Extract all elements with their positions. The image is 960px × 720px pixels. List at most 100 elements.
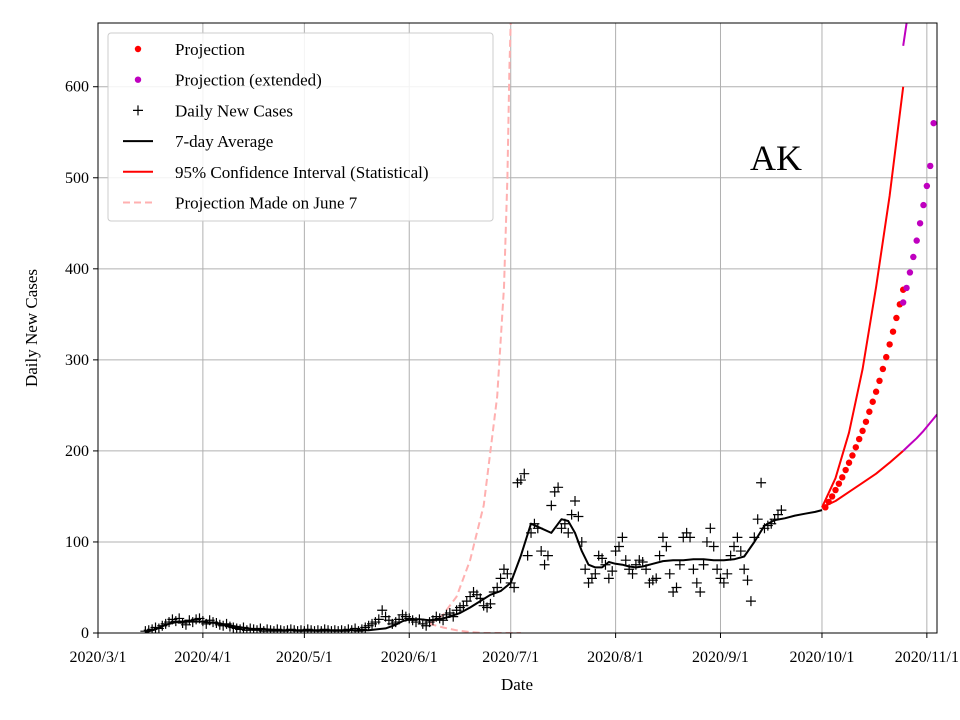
- projection-dot: [852, 444, 860, 451]
- daily-case-marker: [657, 532, 668, 543]
- projection-extended-dot: [913, 237, 920, 244]
- y-tick-label: 300: [65, 352, 89, 369]
- plot-area: [140, 23, 937, 633]
- daily-case-marker: [539, 559, 550, 570]
- projection-dot: [879, 365, 887, 373]
- projection-dot: [828, 493, 836, 500]
- daily-case-marker: [654, 550, 665, 561]
- daily-case-marker: [701, 536, 712, 547]
- daily-case-marker: [718, 577, 729, 588]
- projection-dot: [822, 504, 829, 511]
- x-tick-label: 2020/8/1: [587, 649, 644, 666]
- y-axis-label: Daily New Cases: [22, 269, 41, 387]
- daily-case-marker: [515, 475, 526, 486]
- x-tick-label: 2020/10/1: [790, 649, 855, 666]
- plot-frame: [97, 22, 938, 634]
- daily-case-marker: [377, 605, 388, 616]
- projection-dot: [869, 398, 876, 405]
- daily-case-marker: [613, 541, 624, 552]
- legend-marker-projection_ext: [134, 76, 142, 83]
- daily-case-marker: [637, 556, 648, 567]
- projection-dot: [886, 341, 893, 348]
- x-tick-label: 2020/7/1: [482, 649, 539, 666]
- daily-case-marker: [756, 477, 767, 488]
- y-tick-label: 100: [65, 534, 89, 551]
- daily-case-marker: [485, 598, 496, 609]
- legend-marker-projection: [134, 45, 142, 53]
- daily-case-marker: [495, 573, 506, 584]
- projection-dot: [859, 427, 866, 435]
- daily-case-marker: [492, 582, 503, 593]
- x-tick-label: 2020/6/1: [381, 649, 438, 666]
- projection-dot: [889, 328, 897, 335]
- daily-case-marker: [729, 541, 740, 552]
- projection-extended-dot: [920, 201, 927, 209]
- ci-lower-line: [821, 450, 904, 509]
- y-tick-label: 0: [81, 625, 89, 642]
- daily-case-marker: [691, 577, 702, 588]
- x-tick-label: 2020/5/1: [276, 649, 333, 666]
- state-annotation: AK: [750, 138, 802, 178]
- daily-case-marker: [674, 559, 685, 570]
- projection-dot: [835, 480, 843, 487]
- daily-case-marker: [573, 511, 584, 522]
- daily-case-marker: [542, 550, 553, 561]
- legend-box: [107, 32, 494, 222]
- daily-case-marker: [651, 573, 662, 584]
- legend-label-avg: 7-day Average: [175, 132, 273, 151]
- daily-case-marker: [685, 532, 696, 543]
- ci-extended-upper-line: [902, 23, 908, 46]
- legend-label-projection: Projection: [175, 40, 245, 59]
- daily-case-marker: [597, 553, 608, 564]
- daily-case-marker: [627, 568, 638, 579]
- legend-label-ci: 95% Confidence Interval (Statistical): [175, 163, 429, 182]
- daily-case-marker: [752, 514, 763, 525]
- daily-case-marker: [732, 532, 743, 543]
- legend-label-projection_ext: Projection (extended): [175, 71, 322, 90]
- daily-case-marker: [509, 582, 520, 593]
- ci-extended-lower-line: [902, 413, 937, 452]
- daily-case-marker: [620, 555, 631, 566]
- daily-case-marker: [522, 550, 533, 561]
- projection-dot: [862, 418, 870, 425]
- daily-case-marker: [563, 527, 574, 538]
- daily-case-marker: [712, 564, 723, 575]
- projection-dot: [845, 459, 853, 466]
- daily-case-marker: [553, 482, 564, 493]
- projection-extended-dot: [930, 119, 937, 127]
- daily-case-marker: [708, 541, 719, 552]
- daily-case-marker: [735, 546, 746, 557]
- legend: Projection Projection (extended) Daily New…: [107, 32, 494, 222]
- projection-dot: [842, 466, 849, 474]
- daily-case-marker: [502, 568, 513, 579]
- projection-dot: [876, 377, 883, 385]
- projection-dot: [839, 474, 846, 481]
- x-tick-label: 2020/9/1: [692, 649, 749, 666]
- y-tick-label: 400: [65, 261, 89, 278]
- daily-case-marker: [739, 564, 750, 575]
- y-tick-label: 200: [65, 443, 89, 460]
- june7-projection-upper: [428, 23, 512, 625]
- projection-dot: [849, 452, 856, 459]
- y-tick-label: 600: [65, 79, 89, 96]
- daily-case-marker: [580, 564, 591, 575]
- daily-case-marker: [745, 596, 756, 607]
- x-tick-label: 2020/4/1: [174, 649, 231, 666]
- legend-label-daily: Daily New Cases: [175, 101, 293, 120]
- daily-case-marker: [661, 541, 672, 552]
- projection-extended-dot: [910, 253, 917, 261]
- daily-case-marker: [698, 559, 709, 570]
- projection-extended-dot: [923, 182, 931, 190]
- daily-case-marker: [617, 532, 628, 543]
- projection-extended-dot: [903, 284, 910, 292]
- projection-extended-dot: [927, 162, 934, 170]
- legend-label-june7: Projection Made on June 7: [175, 194, 358, 213]
- projection-extended-dot: [916, 220, 924, 227]
- daily-case-marker: [373, 614, 384, 625]
- x-tick-label: 2020/11/1: [895, 649, 959, 666]
- daily-case-marker: [603, 573, 614, 584]
- projection-dot: [893, 314, 900, 322]
- projection-dot: [866, 408, 873, 415]
- seven-day-average-line: [145, 509, 823, 633]
- daily-case-marker: [695, 587, 706, 598]
